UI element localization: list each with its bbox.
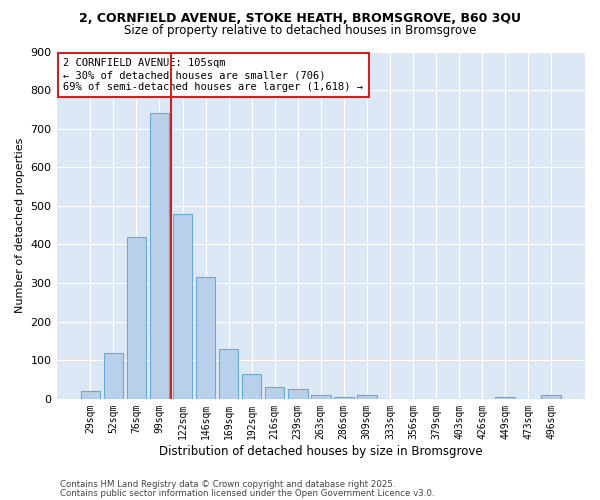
Bar: [288, 389, 308, 399]
Bar: [104, 352, 123, 399]
Bar: [80, 391, 100, 399]
Text: 2 CORNFIELD AVENUE: 105sqm
← 30% of detached houses are smaller (706)
69% of sem: 2 CORNFIELD AVENUE: 105sqm ← 30% of deta…: [64, 58, 364, 92]
Bar: [149, 113, 169, 399]
Text: Contains HM Land Registry data © Crown copyright and database right 2025.: Contains HM Land Registry data © Crown c…: [60, 480, 395, 489]
Y-axis label: Number of detached properties: Number of detached properties: [15, 138, 25, 313]
X-axis label: Distribution of detached houses by size in Bromsgrove: Distribution of detached houses by size …: [159, 444, 482, 458]
Bar: [311, 395, 331, 399]
Bar: [541, 395, 561, 399]
Bar: [196, 278, 215, 399]
Bar: [265, 388, 284, 399]
Bar: [219, 348, 238, 399]
Bar: [357, 395, 377, 399]
Text: 2, CORNFIELD AVENUE, STOKE HEATH, BROMSGROVE, B60 3QU: 2, CORNFIELD AVENUE, STOKE HEATH, BROMSG…: [79, 12, 521, 26]
Bar: [127, 236, 146, 399]
Bar: [173, 214, 193, 399]
Bar: [334, 397, 353, 399]
Text: Size of property relative to detached houses in Bromsgrove: Size of property relative to detached ho…: [124, 24, 476, 37]
Bar: [496, 397, 515, 399]
Bar: [242, 374, 262, 399]
Text: Contains public sector information licensed under the Open Government Licence v3: Contains public sector information licen…: [60, 488, 434, 498]
